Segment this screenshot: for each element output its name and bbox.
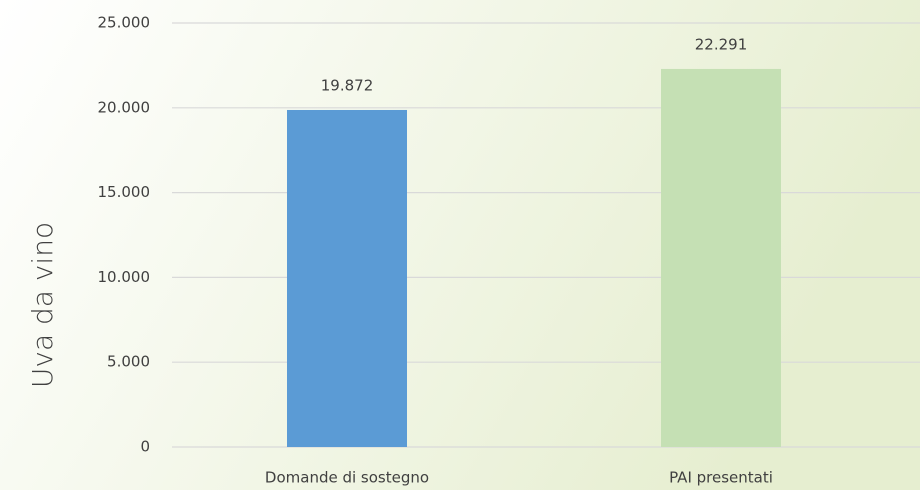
y-axis-label: Uva da vino — [26, 222, 59, 388]
bar — [287, 109, 407, 447]
x-tick-label: Domande di sostegno — [265, 469, 429, 487]
data-label: 19.872 — [321, 76, 374, 94]
y-tick-label: 20.000 — [98, 98, 151, 116]
bar — [661, 68, 781, 447]
x-tick-label: PAI presentati — [669, 469, 773, 487]
y-tick-label: 0 — [140, 438, 150, 456]
y-tick-label: 25.000 — [98, 14, 151, 32]
y-tick-label: 10.000 — [98, 268, 151, 286]
y-tick-label: 5.000 — [107, 353, 150, 371]
y-tick-label: 15.000 — [98, 183, 151, 201]
data-label: 22.291 — [695, 35, 748, 53]
